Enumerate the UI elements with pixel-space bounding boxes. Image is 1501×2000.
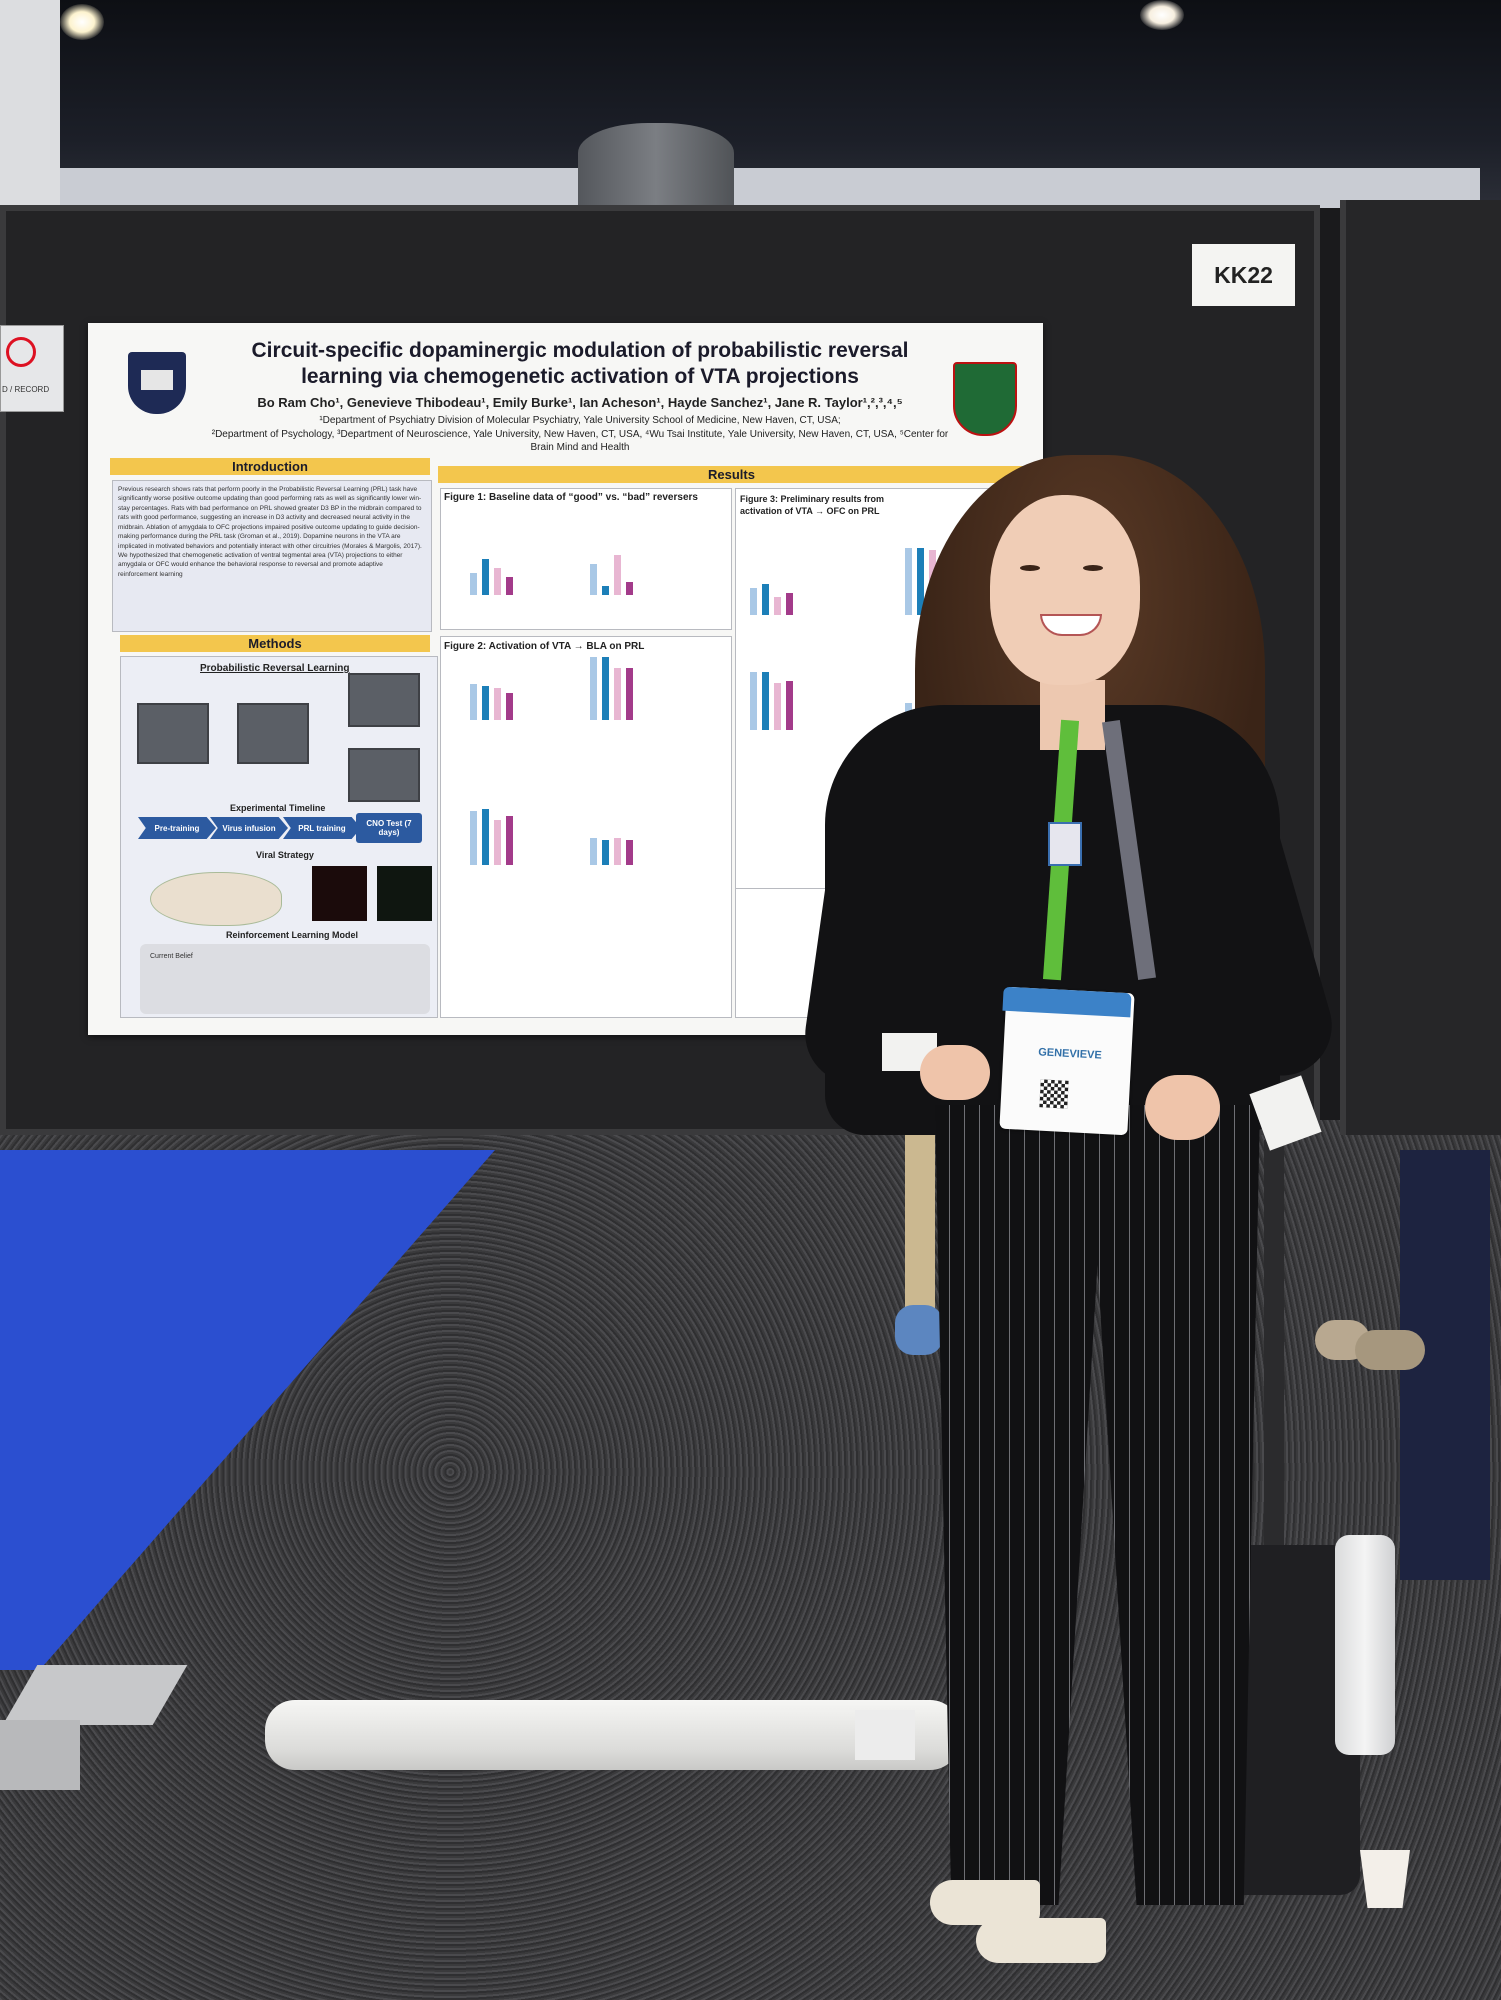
figure-bar xyxy=(774,597,781,615)
introduction-text: Previous research shows rats that perfor… xyxy=(118,486,422,578)
figure-bar xyxy=(905,547,912,615)
timeline-step: CNO Test (7 days) xyxy=(356,813,422,843)
figure-bar xyxy=(626,667,633,720)
figure-bar xyxy=(590,657,597,720)
timeline-step: Pre-training xyxy=(138,817,216,839)
figure-bar xyxy=(506,693,513,720)
rl-model-text: Current Belief xyxy=(150,953,193,960)
ceiling-light xyxy=(60,4,104,40)
board-foot xyxy=(0,1720,80,1790)
ceiling-light xyxy=(1140,0,1184,30)
figure-bar xyxy=(470,572,477,595)
background-person-leg xyxy=(905,1135,935,1320)
no-recording-icon xyxy=(6,337,36,367)
presenter-hand xyxy=(920,1045,990,1100)
results-banner: Results xyxy=(438,466,1025,483)
poster-authors: Bo Ram Cho¹, Genevieve Thibodeau¹, Emily… xyxy=(257,395,903,410)
presenter-eye xyxy=(1083,565,1103,571)
figure-bar xyxy=(786,680,793,730)
operant-chamber xyxy=(348,673,420,727)
presenter-shoe xyxy=(976,1918,1106,1963)
rat-brain-diagram xyxy=(150,872,282,926)
figure-bar xyxy=(626,839,633,865)
figure-bar xyxy=(602,657,609,720)
back-wall xyxy=(60,168,1480,208)
rl-model-panel xyxy=(140,944,430,1014)
figure-bar xyxy=(494,568,501,595)
left-wall xyxy=(0,0,60,210)
viral-strategy-heading: Viral Strategy xyxy=(256,850,314,860)
figure-bar xyxy=(626,581,633,595)
introduction-panel xyxy=(112,480,432,632)
figure-bar xyxy=(494,687,501,720)
booth-label: KK22 xyxy=(1192,244,1295,306)
figure-bar xyxy=(762,583,769,615)
figure-bar xyxy=(494,820,501,865)
timeline-heading: Experimental Timeline xyxy=(230,803,326,813)
figure-bar xyxy=(917,547,924,615)
figure-bar xyxy=(602,839,609,865)
figure-bar xyxy=(614,667,621,720)
sign-text: D / RECORD xyxy=(2,385,50,394)
methods-banner: Methods xyxy=(120,635,430,652)
operant-chamber xyxy=(348,748,420,802)
figure-1-title: Figure 1: Baseline data of “good” vs. “b… xyxy=(444,492,698,503)
poster-title: Circuit-specific dopaminergic modulation… xyxy=(251,339,909,389)
introduction-banner: Introduction xyxy=(110,458,430,475)
figure-bar xyxy=(614,554,621,595)
pillar xyxy=(578,123,734,205)
figure-bar xyxy=(506,577,513,595)
vta-micrograph xyxy=(312,866,367,921)
figure-bar xyxy=(470,811,477,865)
figure-bar xyxy=(590,838,597,865)
figure-2-title: Figure 2: Activation of VTA → BLA on PRL xyxy=(444,641,645,652)
poster-affiliation: ²Department of Psychology, ³Department o… xyxy=(211,429,949,453)
poster-affiliation: ¹Department of Psychiatry Division of Mo… xyxy=(319,415,841,426)
figure-3-title: Figure 3: Preliminary results from activ… xyxy=(740,494,885,516)
poster-tube-label xyxy=(855,1710,915,1760)
presenter-eye xyxy=(1020,565,1040,571)
figure-bar xyxy=(786,592,793,615)
figure-bar xyxy=(482,809,489,865)
timeline-step: PRL training xyxy=(283,817,361,839)
medical-crest-logo xyxy=(953,362,1017,436)
figure-bar xyxy=(750,588,757,615)
operant-chamber xyxy=(137,703,209,764)
figure-bar xyxy=(602,586,609,595)
figure-bar xyxy=(482,685,489,720)
poster-board-frame xyxy=(0,205,1320,1135)
adjacent-poster-board xyxy=(1340,200,1501,1135)
figure-bar xyxy=(750,671,757,730)
poster-tube xyxy=(265,1700,960,1770)
figure-bar xyxy=(470,684,477,720)
background-shoe xyxy=(895,1305,943,1355)
presenter-hand xyxy=(1145,1075,1220,1140)
figure-bar xyxy=(762,672,769,730)
operant-chamber xyxy=(237,703,309,764)
figure-bar xyxy=(482,559,489,595)
paper-cup xyxy=(1360,1850,1410,1908)
qr-code-icon xyxy=(1039,1079,1069,1109)
bla-micrograph xyxy=(377,866,432,921)
figure-bar xyxy=(774,683,781,730)
presenter-face xyxy=(990,495,1140,685)
presenter-shoe xyxy=(930,1880,1040,1925)
recording-sign xyxy=(0,325,64,412)
figure-bar xyxy=(590,563,597,595)
yale-shield-logo xyxy=(128,352,186,414)
figure-bar xyxy=(614,838,621,865)
water-bottle xyxy=(1335,1535,1395,1755)
background-shoe xyxy=(1355,1330,1425,1370)
board-post xyxy=(1264,1140,1284,1610)
lanyard-pin xyxy=(1048,822,1082,866)
ceiling xyxy=(0,0,1501,200)
timeline-step: Virus infusion xyxy=(210,817,288,839)
figure-bar xyxy=(506,815,513,865)
prl-heading: Probabilistic Reversal Learning xyxy=(200,663,350,674)
rl-model-heading: Reinforcement Learning Model xyxy=(226,930,359,940)
